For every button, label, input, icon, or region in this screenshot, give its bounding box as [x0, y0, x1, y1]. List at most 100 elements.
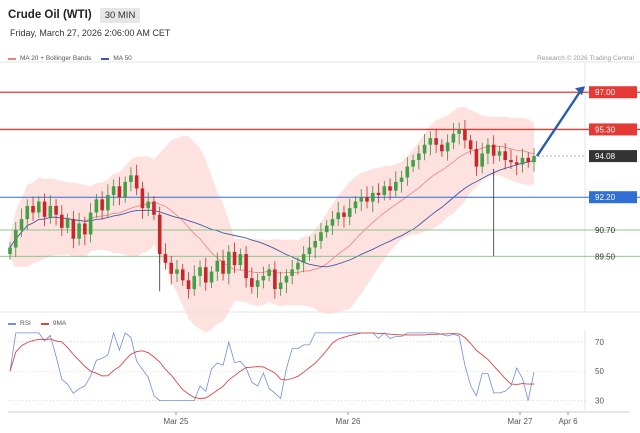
candle-body [319, 232, 323, 241]
bollinger-band-area [10, 106, 534, 333]
candle-body [463, 129, 467, 141]
candle-body [77, 223, 81, 239]
candle-body [175, 269, 179, 274]
candle-body [440, 144, 444, 152]
candle-body [336, 212, 341, 220]
candle-body [411, 160, 415, 167]
ma20-line [9, 145, 535, 274]
legend-bollinger-label: MA 20 + Bollinger Bands [20, 55, 92, 62]
candle-body [71, 219, 76, 239]
candle-body [359, 197, 364, 202]
candle-body [342, 212, 346, 217]
candle-body [129, 175, 133, 182]
candle-body [445, 142, 450, 152]
level-label: 95.30 [595, 125, 616, 134]
candle-body [434, 138, 438, 145]
candle-body [244, 254, 248, 279]
candle-body [215, 260, 220, 272]
level-tag-resistance [589, 123, 637, 136]
candle-body [399, 177, 404, 182]
candle-body [134, 175, 139, 189]
candle-body [36, 201, 41, 213]
candle-body [347, 208, 352, 217]
candle-body [60, 214, 64, 228]
candle-body [382, 186, 387, 196]
candle-body [330, 219, 335, 226]
level-label: 97.00 [595, 88, 616, 97]
forecast-arrow-line [536, 89, 582, 157]
rsi-tick-label: 70 [595, 338, 604, 347]
candle-body [376, 192, 381, 196]
rsi-line [9, 331, 535, 401]
candle-body [301, 254, 306, 263]
candle-body [480, 153, 484, 167]
candle-body [25, 205, 30, 220]
candle-body [88, 212, 93, 235]
ma50-line [9, 160, 535, 268]
candle-body [526, 157, 531, 163]
candle-body [19, 219, 24, 231]
candle-body [250, 278, 254, 287]
candle-body [290, 269, 294, 276]
forecast-arrow-head-icon [575, 86, 585, 96]
candle-body [307, 247, 312, 255]
candle-body [278, 282, 283, 290]
candle-body [497, 151, 502, 156]
candle-body [514, 162, 519, 165]
candle-body [232, 251, 237, 266]
candle-body [123, 181, 127, 198]
candle-body [509, 160, 513, 163]
chart-header: Crude Oil (WTI) 30 MIN [8, 6, 141, 24]
candle-body [296, 262, 300, 270]
rsi-ma-swatch-icon [40, 322, 49, 325]
rsi-legend: RSI 9MA [8, 320, 66, 327]
candle-body [140, 188, 145, 209]
candle-body [324, 225, 329, 233]
candle-body [198, 267, 202, 276]
candle-body [267, 269, 271, 276]
candle-body [180, 269, 185, 281]
candle-body [83, 223, 87, 235]
candle-body [370, 192, 375, 202]
candle-body [209, 271, 214, 283]
candle-body [146, 201, 150, 209]
candle-body [532, 156, 536, 163]
ma50-swatch-icon [101, 57, 110, 60]
candle-body [117, 186, 122, 198]
candle-body [428, 138, 433, 145]
candle-body [31, 205, 35, 213]
rsi-ma-legend-label: 9MA [52, 320, 67, 327]
candle-body [284, 275, 289, 283]
candle-body [353, 201, 358, 209]
candle-body [163, 254, 168, 263]
candle-body [42, 201, 47, 217]
candle-body [94, 199, 99, 213]
candle-body [503, 151, 508, 161]
candle-body [152, 201, 156, 215]
legend-bollinger: MA 20 + Bollinger Bands [8, 55, 91, 62]
x-tick-label: Apr 6 [558, 417, 578, 426]
candle-body [486, 144, 490, 154]
candle-body [394, 181, 398, 191]
candle-body [8, 247, 12, 255]
level-tag-resistance [589, 86, 637, 99]
timestamp: Friday, March 27, 2026 2:06:00 AM CET [10, 28, 171, 38]
timeframe-button[interactable]: 30 MIN [99, 7, 141, 23]
level-label: 90.70 [595, 226, 616, 235]
rsi-legend-label: RSI [20, 320, 31, 327]
rsi-ma-line [9, 332, 535, 399]
candle-body [468, 140, 473, 150]
rsi-tick-label: 30 [595, 397, 604, 406]
candle-body [221, 260, 225, 274]
instrument-title: Crude Oil (WTI) [8, 9, 92, 21]
level-label: 89.50 [595, 252, 616, 261]
x-tick-label: Mar 26 [336, 417, 361, 426]
candle-body [54, 205, 58, 215]
candle-body [13, 230, 18, 248]
rsi-swatch-icon [8, 322, 16, 325]
candle-body [405, 166, 410, 178]
candle-body [261, 275, 266, 281]
x-tick-label: Mar 25 [164, 417, 189, 426]
rsi-tick-label: 50 [595, 367, 604, 376]
